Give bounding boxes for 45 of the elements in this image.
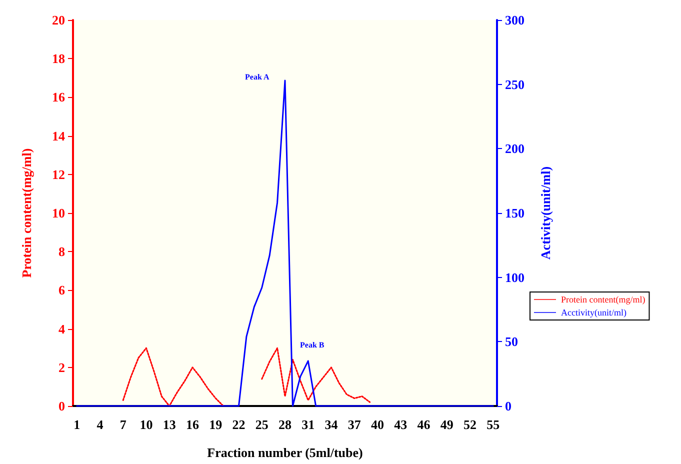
y2-axis-title: Activity(unit/ml) — [538, 166, 553, 260]
y-tick-label: 12 — [52, 166, 65, 182]
x-tick-label: 22 — [232, 417, 246, 432]
x-tick-label: 49 — [440, 417, 454, 432]
y-tick-label: 10 — [52, 206, 65, 220]
y-tick-label: 2 — [58, 360, 65, 375]
y2-tick-label: 0 — [505, 398, 512, 414]
x-tick-label: 28 — [278, 417, 292, 432]
y-tick-label: 0 — [58, 398, 65, 414]
y2-tick-label: 150 — [505, 206, 524, 220]
y2-tick-label: 250 — [505, 76, 524, 92]
y2-tick-label: 200 — [505, 141, 524, 156]
x-tick-label: 34 — [324, 417, 338, 432]
x-tick-label: 4 — [96, 417, 104, 432]
x-tick-label: 37 — [348, 417, 362, 432]
x-axis-title: Fraction number (5ml/tube) — [207, 445, 363, 460]
x-tick-label: 7 — [120, 417, 127, 432]
x-tick-label: 10 — [140, 417, 153, 432]
x-tick-label: 25 — [255, 417, 269, 432]
y2-tick-label: 300 — [505, 12, 524, 28]
y-tick-label: 8 — [58, 244, 66, 260]
annotation: Peak A — [245, 72, 270, 82]
x-tick-label: 16 — [186, 417, 200, 432]
x-tick-label: 43 — [394, 417, 408, 432]
legend-label: Protein content(mg/ml) — [561, 294, 646, 304]
y-tick-label: 18 — [52, 51, 66, 66]
x-tick-label: 31 — [302, 417, 315, 432]
x-tick-label: 52 — [464, 417, 477, 432]
x-tick-label: 1 — [74, 417, 80, 432]
y-tick-label: 16 — [52, 90, 66, 105]
y-tick-label: 6 — [58, 282, 66, 298]
x-tick-label: 40 — [371, 417, 384, 432]
x-tick-label: 19 — [209, 417, 223, 432]
legend-label: Acctivity(unit/ml) — [561, 308, 626, 318]
y-tick-label: 20 — [52, 12, 65, 28]
y-tick-label: 4 — [58, 321, 66, 336]
x-tick-label: 55 — [486, 417, 500, 432]
y-axis-title: Protein content(mg/ml) — [19, 148, 34, 278]
y2-tick-label: 50 — [505, 334, 518, 350]
x-tick-label: 46 — [417, 417, 431, 432]
line-series — [76, 80, 494, 407]
y2-tick-label: 100 — [505, 270, 524, 285]
y-tick-label: 14 — [52, 128, 66, 144]
annotation: Peak B — [300, 340, 325, 350]
x-tick-label: 13 — [162, 417, 176, 432]
